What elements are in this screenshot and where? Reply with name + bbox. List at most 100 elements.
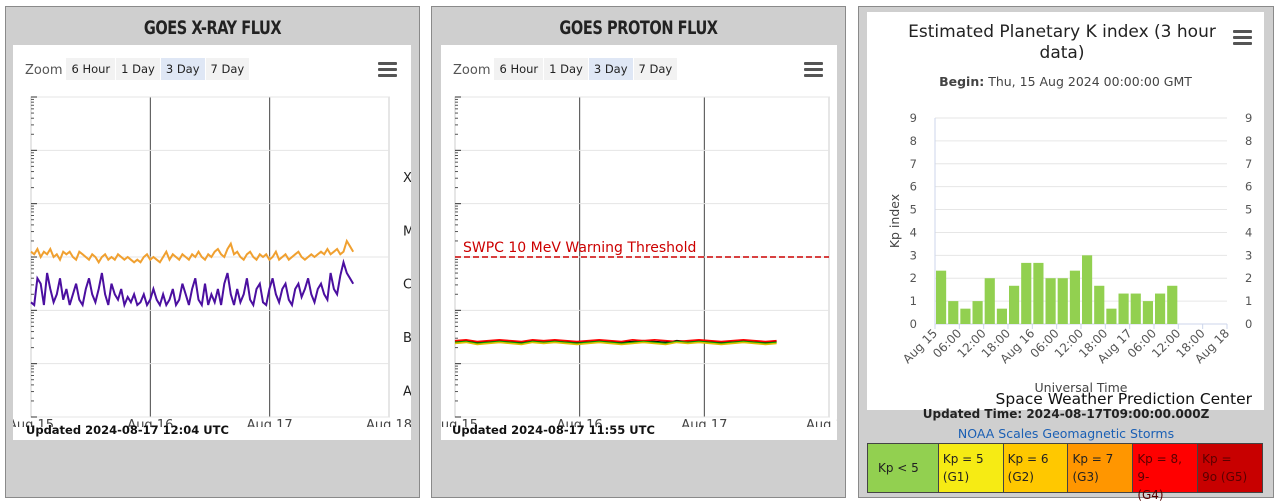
menu-icon[interactable] [378,62,397,77]
kp-bar [948,301,959,324]
kp-bar [1155,293,1166,324]
kp-y-tick-right: 4 [1245,225,1252,239]
zoom-6hour-button[interactable]: 6 Hour [66,58,116,80]
kp-bar [936,270,947,324]
xray-class-label: A [403,384,411,399]
kp-legend-cell: Kp = 8, 9- (G4) [1133,444,1199,502]
kp-y-tick-left: 5 [910,203,917,217]
proton-updated-time: Updated 2024-08-17 11:55 UTC [452,423,655,437]
noaa-scales-link[interactable]: NOAA Scales Geomagnetic Storms [957,426,1175,441]
xray-class-label: B [403,331,411,346]
kp-bar [1033,262,1044,324]
proton-series-0 [454,339,777,344]
kp-panel: Estimated Planetary K index (3 hour data… [858,6,1274,502]
kp-y-tick-left: 3 [910,248,917,262]
kp-legend-sublabel: 9o (G5) [1202,470,1248,484]
xray-panel: GOES X-RAY FLUX Zoom 6 Hour 1 Day 3 Day … [5,6,420,498]
zoom-label: Zoom [453,62,491,78]
zoom-3day-button[interactable]: 3 Day [588,58,633,80]
xray-short-wave-series [30,258,355,309]
kp-bar [1094,285,1105,324]
kp-bar [1082,255,1093,324]
kp-legend-sublabel: (G1) [942,470,970,484]
kp-legend-label: Kp = [1202,452,1232,466]
kp-y-tick-right: 8 [1245,134,1252,148]
kp-y-tick-right: 5 [1245,203,1252,217]
proton-series-3 [454,341,777,346]
xray-zoom-bar: Zoom 6 Hour 1 Day 3 Day 7 Day [25,57,250,81]
zoom-1day-button[interactable]: 1 Day [116,58,160,80]
proton-x-label: Aug 17 [681,418,727,427]
proton-plot: SWPC 10 MeV Warning Threshold Aug 15 Aug 1… [441,96,837,427]
kp-credit: Space Weather Prediction Center [995,390,1252,408]
zoom-7day-button[interactable]: 7 Day [205,58,250,80]
proton-series-1 [454,338,777,343]
kp-bar [1021,262,1032,324]
zoom-7day-button[interactable]: 7 Day [633,58,678,80]
kp-bar [1130,293,1141,324]
kp-y-tick-left: 7 [910,157,917,171]
kp-legend-cell: Kp < 5 [868,444,939,492]
kp-bar [972,301,983,324]
kp-y-tick-right: 6 [1245,180,1252,194]
proton-threshold-label: SWPC 10 MeV Warning Threshold [463,240,696,256]
kp-y-tick-left: 8 [910,134,917,148]
kp-y-axis-title: Kp index [887,194,902,248]
kp-y-tick-left: 2 [910,271,917,285]
menu-icon[interactable] [1233,30,1252,45]
xray-class-label: C [403,278,411,293]
kp-bar [1045,278,1056,324]
kp-begin-value: Thu, 15 Aug 2024 00:00:00 GMT [988,74,1192,89]
kp-legend-label: Kp = 8, 9- [1137,452,1182,484]
proton-zoom-bar: Zoom 6 Hour 1 Day 3 Day 7 Day [453,57,678,81]
kp-bar [1069,270,1080,324]
kp-bar [1167,285,1178,324]
kp-y-tick-left: 0 [910,317,917,331]
kp-legend-sublabel: (G4) [1137,488,1164,502]
kp-legend-label: Kp = 6 [1007,452,1049,466]
kp-legend-cell: Kp = 5 (G1) [938,444,1004,492]
xray-x-label: Aug 16 [127,418,173,427]
zoom-3day-button[interactable]: 3 Day [160,58,205,80]
proton-series-2 [454,340,777,345]
kp-legend: Kp < 5 Kp = 5 (G1) Kp = 6 (G2) Kp = 7 (G3) Kp =… [867,443,1263,502]
kp-y-tick-left: 4 [910,225,917,239]
proton-x-label: Aug 15 [441,418,478,427]
xray-long-wave-series [30,238,355,265]
kp-bar [1106,308,1117,324]
kp-bar [1142,301,1153,324]
kp-legend-label: Kp = 7 [1072,452,1114,466]
xray-class-label: X [403,171,411,186]
kp-y-tick-right: 9 [1245,111,1252,125]
proton-chart-card: Zoom 6 Hour 1 Day 3 Day 7 Day SWPC 10 Me… [441,45,837,440]
kp-bar [1118,293,1129,324]
kp-legend-cell: Kp = 7 (G3) [1068,444,1134,492]
kp-legend-label: Kp < 5 [878,461,919,475]
kp-begin-label: Begin: [939,74,985,89]
kp-chart-card: Estimated Planetary K index (3 hour data… [867,12,1264,410]
kp-updated-time: Updated Time: 2024-08-17T09:00:00.000Z [922,407,1210,421]
proton-panel: GOES PROTON FLUX Zoom 6 Hour 1 Day 3 Day… [431,6,846,498]
kp-y-tick-left: 6 [910,180,917,194]
xray-plot: X M C B A Aug 15 Aug 16 Aug 17 Aug 18 [13,96,411,427]
kp-legend-cell: Kp = 6 (G2) [1003,444,1069,492]
proton-x-label: Aug 16 [557,418,603,427]
xray-x-label: Aug 17 [247,418,293,427]
xray-x-label: Aug 15 [13,418,54,427]
kp-y-tick-left: 9 [910,111,917,125]
kp-begin-line: Begin: Thu, 15 Aug 2024 00:00:00 GMT [867,74,1264,89]
xray-updated-time: Updated 2024-08-17 12:04 UTC [26,423,229,437]
proton-panel-title: GOES PROTON FLUX [559,17,718,39]
kp-x-axis-title: Universal Time [1035,380,1128,395]
menu-icon[interactable] [804,62,823,77]
kp-legend-label: Kp = 5 [942,452,984,466]
kp-bar [1057,278,1068,324]
kp-y-tick-right: 1 [1245,294,1252,308]
proton-x-label: Aug 18 [806,418,837,427]
kp-bar [1009,285,1020,324]
zoom-1day-button[interactable]: 1 Day [544,58,588,80]
zoom-6hour-button[interactable]: 6 Hour [494,58,544,80]
kp-bar [996,308,1007,324]
kp-y-tick-right: 0 [1245,317,1252,331]
